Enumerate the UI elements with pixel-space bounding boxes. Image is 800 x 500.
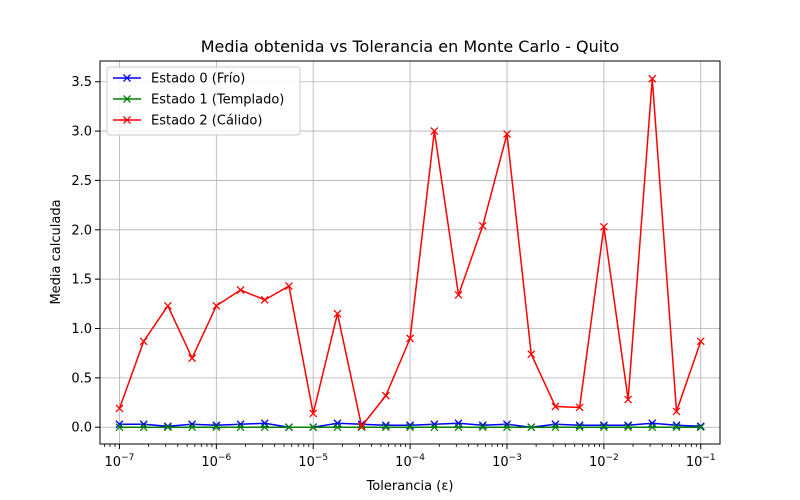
data-point bbox=[381, 423, 390, 432]
data-point bbox=[285, 423, 293, 432]
data-point bbox=[163, 423, 172, 432]
x-tick-exponent: −1 bbox=[702, 453, 715, 463]
chart-title: Media obtenida vs Tolerancia en Monte Ca… bbox=[201, 37, 620, 56]
legend-marker bbox=[123, 116, 131, 124]
data-point bbox=[430, 423, 439, 432]
data-point bbox=[115, 404, 124, 413]
data-point bbox=[478, 221, 487, 230]
data-point bbox=[236, 423, 245, 432]
data-point bbox=[624, 423, 633, 432]
data-point bbox=[551, 402, 560, 411]
data-point bbox=[672, 423, 681, 432]
data-point bbox=[503, 423, 511, 432]
y-tick-label: 3.0 bbox=[71, 125, 92, 140]
series-2 bbox=[115, 74, 705, 431]
series-layer bbox=[115, 74, 705, 432]
legend-box bbox=[106, 66, 301, 136]
data-point bbox=[139, 337, 148, 346]
x-tick-label: 10−2 bbox=[589, 453, 619, 470]
data-point bbox=[575, 423, 584, 432]
x-tick-base: 10 bbox=[589, 455, 606, 470]
y-tick-label: 3.5 bbox=[71, 75, 92, 90]
data-point bbox=[527, 423, 536, 432]
data-point bbox=[357, 422, 366, 431]
data-point bbox=[188, 354, 197, 363]
x-tick-exponent: −5 bbox=[315, 453, 328, 463]
y-tick-label: 2.0 bbox=[71, 223, 92, 238]
data-point bbox=[406, 334, 415, 343]
data-point bbox=[478, 423, 487, 432]
x-tick-base: 10 bbox=[298, 455, 315, 470]
x-tick-base: 10 bbox=[201, 455, 218, 470]
x-axis-ticks: 10−7 10−6 10−5 10−4 10−3 10−2 10−1 bbox=[104, 444, 716, 470]
data-point bbox=[696, 422, 705, 431]
data-point bbox=[285, 282, 293, 291]
data-point bbox=[599, 222, 608, 231]
data-point bbox=[333, 309, 342, 318]
data-point bbox=[551, 423, 560, 432]
y-tick-label: 0.0 bbox=[71, 421, 92, 436]
data-point bbox=[696, 337, 705, 346]
x-tick-base: 10 bbox=[492, 455, 509, 470]
x-tick-exponent: −4 bbox=[412, 453, 426, 463]
data-point bbox=[599, 423, 608, 432]
data-point bbox=[430, 127, 439, 136]
y-axis-label: Media calculada bbox=[49, 199, 64, 304]
data-point bbox=[333, 423, 342, 432]
legend-label: Estado 0 (Frío) bbox=[151, 72, 245, 87]
legend-label: Estado 1 (Templado) bbox=[151, 93, 284, 108]
data-point bbox=[236, 286, 245, 294]
data-point bbox=[624, 395, 633, 404]
x-tick-base: 10 bbox=[395, 455, 412, 470]
x-tick-label: 10−1 bbox=[686, 453, 716, 470]
data-point bbox=[115, 423, 124, 432]
y-tick-label: 1.0 bbox=[71, 322, 92, 337]
x-tick-label: 10−3 bbox=[492, 453, 522, 470]
x-tick-label: 10−5 bbox=[298, 453, 328, 470]
y-tick-label: 1.5 bbox=[71, 273, 92, 288]
data-point bbox=[503, 130, 511, 139]
data-point bbox=[454, 423, 463, 432]
x-tick-base: 10 bbox=[105, 455, 122, 470]
x-axis-label: Tolerancia (ε) bbox=[366, 479, 454, 494]
legend-marker bbox=[123, 74, 131, 82]
data-point bbox=[212, 301, 221, 310]
series-1 bbox=[115, 423, 705, 432]
legend-label: Estado 2 (Cálido) bbox=[151, 114, 262, 129]
data-point bbox=[527, 350, 536, 359]
data-point bbox=[648, 423, 657, 432]
x-tick-exponent: −7 bbox=[121, 453, 134, 463]
legend-marker bbox=[123, 95, 131, 103]
y-tick-label: 0.5 bbox=[71, 371, 92, 386]
data-point bbox=[260, 423, 269, 432]
x-tick-exponent: −2 bbox=[606, 453, 619, 463]
data-point bbox=[357, 423, 366, 432]
data-point bbox=[212, 423, 221, 432]
data-point bbox=[260, 295, 269, 304]
x-tick-exponent: −6 bbox=[218, 453, 232, 463]
x-tick-label: 10−6 bbox=[201, 453, 231, 470]
data-point bbox=[454, 290, 463, 299]
data-point bbox=[575, 403, 584, 412]
y-tick-label: 2.5 bbox=[71, 174, 92, 189]
data-point bbox=[163, 422, 172, 431]
data-point bbox=[188, 423, 197, 432]
data-point bbox=[381, 391, 390, 400]
data-point bbox=[163, 301, 172, 310]
legend: Estado 0 (Frío) Estado 1 (Templado) Estado… bbox=[106, 66, 301, 136]
x-tick-base: 10 bbox=[686, 455, 703, 470]
data-point bbox=[309, 409, 318, 418]
data-point bbox=[648, 74, 657, 83]
x-tick-label: 10−4 bbox=[395, 453, 425, 470]
data-point bbox=[672, 407, 681, 416]
data-point bbox=[309, 423, 318, 432]
x-tick-label: 10−7 bbox=[105, 453, 135, 470]
data-point bbox=[139, 423, 148, 432]
y-axis-ticks: 0.0 0.5 1.0 1.5 2.0 2.5 3.0 3.5 bbox=[71, 75, 100, 436]
data-point bbox=[406, 423, 415, 432]
x-tick-exponent: −3 bbox=[509, 453, 522, 463]
data-point bbox=[696, 423, 705, 432]
